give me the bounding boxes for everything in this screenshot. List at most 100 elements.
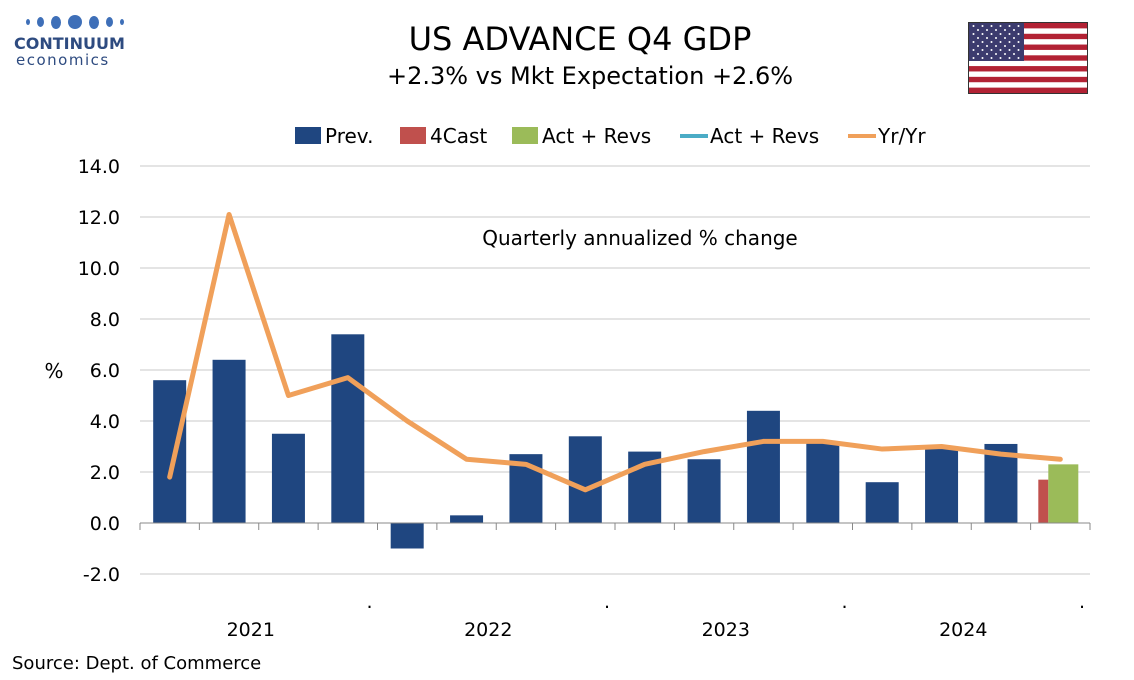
flag-star [995,37,997,39]
y-tick-label: 6.0 [90,360,120,382]
x-separator-dot: . [366,591,372,613]
flag-star [986,45,988,47]
flag-star [981,41,984,43]
flag-star [977,53,979,55]
bar-prev- [212,359,246,523]
flag-star [1017,25,1020,27]
x-year-label: 2024 [939,619,987,641]
flag-star [990,49,993,51]
bar-prev- [746,410,780,523]
flag-star [990,41,993,43]
flag-star [981,49,984,51]
flag-stripe [969,55,1087,61]
legend-swatch [512,127,538,144]
flag-star [995,45,997,47]
flag-star [995,53,997,55]
bar-prev- [687,459,721,523]
x-separator-dot: . [1079,591,1085,613]
bar-prev- [925,446,959,523]
bars [153,334,1079,549]
y-tick-label: 14.0 [78,156,120,178]
brand-name: CONTINUUM [14,34,125,53]
flag-star [1013,29,1015,31]
flag-star [999,25,1002,27]
legend-label: Yr/Yr [877,124,926,148]
legend: Prev. 4Cast Act + Revs Act + Revs Yr/Yr [295,124,926,148]
flag-star [972,41,975,43]
flag-star [1008,25,1011,27]
x-separator-dot: . [841,591,847,613]
flag-star [1017,33,1020,35]
y-tick-label: 4.0 [90,411,120,433]
flag-star [995,29,997,31]
x-year-label: 2023 [702,619,750,641]
bar-4cast [1038,479,1049,523]
flag-star [981,57,984,59]
flag-star [990,25,993,27]
chart-title: US ADVANCE Q4 GDP [408,20,752,58]
flag-star [986,29,988,31]
y-tick-label: 10.0 [78,258,120,280]
flag-star [1017,49,1020,51]
flag-star [1017,57,1020,59]
brand-sub: economics [16,51,110,69]
line-yr-yr [167,211,1063,493]
flag-star [1008,33,1011,35]
legend-label: Prev. [325,124,373,148]
flag-star [977,29,979,31]
legend-swatch [295,127,321,144]
flag-star [1004,53,1006,55]
flag-star [1013,37,1015,39]
bar-prev- [806,441,840,523]
chart-subtitle: +2.3% vs Mkt Expectation +2.6% [386,62,794,90]
flag-star [1013,53,1015,55]
y-tick-label: 0.0 [90,513,120,535]
x-separator-dot: . [604,591,610,613]
bar-prev- [865,482,899,523]
legend-label: 4Cast [430,124,487,148]
flag-star [990,57,993,59]
legend-label: Act + Revs [710,124,819,148]
flag-star [1008,57,1011,59]
us-flag-icon [968,22,1088,94]
flag-star [986,37,988,39]
flag-star [990,33,993,35]
y-tick-label: -2.0 [83,564,120,586]
flag-stripe [969,76,1087,83]
bar-act-revs [1048,464,1079,523]
y-tick-label: 12.0 [78,207,120,229]
flag-stripe [969,23,1087,29]
logo-dots-icon [26,14,134,30]
x-year-label: 2021 [227,619,275,641]
flag-star [1008,41,1011,43]
flag-star [999,41,1002,43]
flag-star [999,33,1002,35]
flag-stripe [969,33,1087,40]
y-tick-label: 8.0 [90,309,120,331]
flag-star [1004,45,1006,47]
flag-star [1004,37,1006,39]
flag-stripe [969,87,1087,93]
flag-star [977,37,979,39]
axes: -2.0 0.0 2.0 4.0 6.0 8.0 10.0 12.0 14.0 2021. 2022… [78,156,1091,641]
bar-prev- [331,334,365,523]
flag-star [972,49,975,51]
y-tick-label: 2.0 [90,462,120,484]
flag-star [1004,29,1006,31]
flag-star [999,57,1002,59]
flag-star [1008,49,1011,51]
flag-star [999,49,1002,51]
flag-stripe [969,44,1087,50]
bar-prev- [450,515,484,523]
flag-star [981,25,984,27]
bar-prev- [568,436,602,523]
flag-star [972,25,975,27]
legend-label: Act + Revs [542,124,651,148]
flag-star [972,57,975,59]
chart-annotation: Quarterly annualized % change [482,226,798,250]
flag-star [1013,45,1015,47]
us-flag-graphic [969,23,1087,93]
bar-prev- [390,523,424,549]
flag-star [986,53,988,55]
